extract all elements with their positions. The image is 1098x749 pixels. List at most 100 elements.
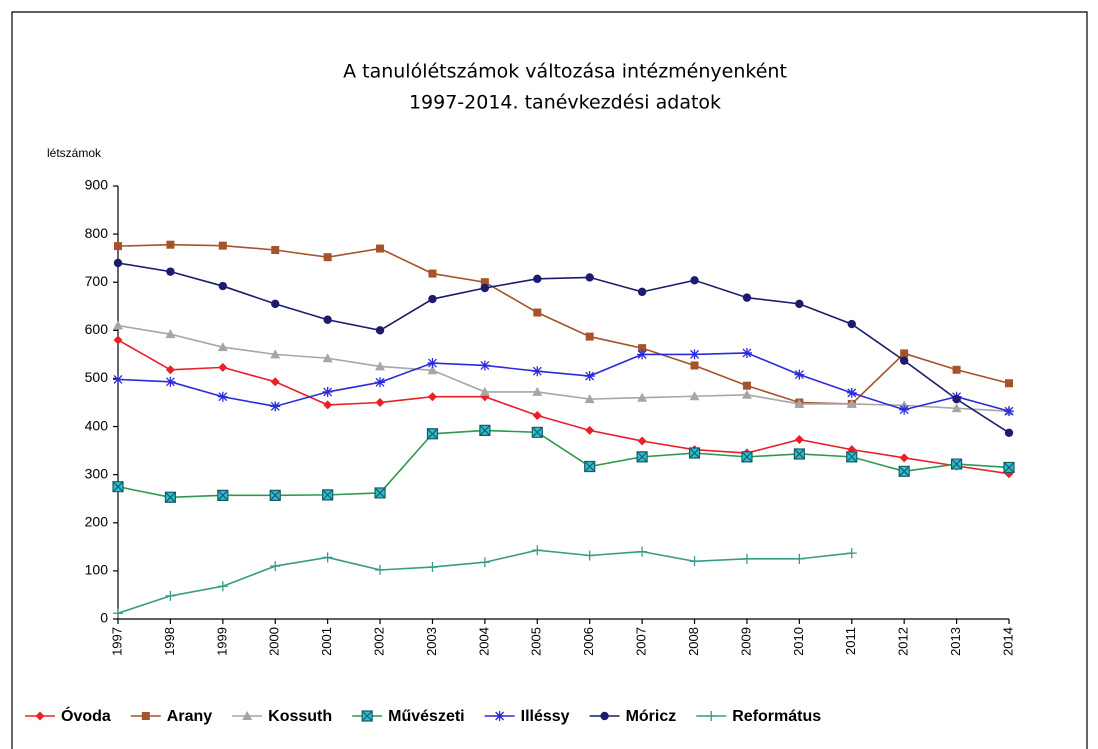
marker — [217, 391, 228, 402]
marker — [271, 299, 280, 309]
series — [113, 545, 857, 619]
y-tick-label: 500 — [85, 369, 109, 385]
x-tick-label: 2010 — [791, 627, 806, 656]
marker — [585, 332, 594, 341]
x-tick-label: 2009 — [738, 627, 753, 656]
marker — [428, 269, 437, 278]
y-tick-label: 100 — [85, 562, 109, 578]
marker — [795, 299, 804, 309]
marker — [322, 353, 333, 363]
marker — [323, 253, 332, 262]
marker — [532, 386, 543, 396]
chart-title: A tanulólétszámok változása intézményenk… — [343, 61, 787, 83]
marker — [479, 386, 490, 396]
marker — [950, 458, 963, 470]
marker — [218, 241, 227, 250]
marker — [794, 398, 805, 408]
marker — [269, 489, 281, 501]
marker — [690, 276, 699, 285]
legend-swatch — [361, 710, 373, 722]
x-tick-label: 2014 — [1000, 627, 1015, 656]
marker — [742, 293, 752, 302]
marker — [114, 242, 122, 251]
legend-label: Arany — [167, 708, 212, 725]
legend-label: Illéssy — [521, 708, 570, 725]
y-tick-label: 0 — [100, 610, 108, 626]
legend-label: Református — [732, 708, 821, 725]
marker — [113, 335, 123, 345]
marker — [426, 428, 439, 440]
x-tick-label: 2006 — [581, 627, 596, 656]
marker — [166, 240, 175, 249]
series — [112, 424, 1015, 503]
marker — [793, 448, 805, 460]
x-tick-label: 2008 — [686, 627, 701, 656]
marker — [532, 545, 543, 556]
y-tick-label: 200 — [85, 513, 109, 529]
legend-label: Móricz — [626, 708, 677, 725]
marker — [322, 386, 333, 397]
marker — [375, 564, 386, 575]
y-tick-label: 400 — [85, 417, 109, 433]
legend-swatch — [141, 712, 150, 720]
series-line — [117, 243, 1010, 405]
marker — [952, 365, 961, 374]
series-line — [117, 324, 1010, 412]
marker — [1004, 428, 1014, 438]
series — [113, 258, 1014, 438]
marker — [584, 394, 595, 404]
marker — [637, 287, 647, 297]
x-tick-label: 2005 — [529, 627, 544, 656]
chart-subtitle: 1997-2014. tanévkezdési adatok — [409, 92, 721, 114]
marker — [270, 377, 280, 387]
legend: Óvoda Arany Kossuth Művészeti Illéssy Móricz R… — [25, 706, 821, 725]
x-tick-label: 1998 — [162, 627, 177, 656]
marker — [638, 344, 647, 353]
marker — [113, 374, 123, 385]
marker — [533, 274, 542, 284]
marker — [846, 398, 857, 408]
marker — [794, 553, 805, 564]
marker — [637, 392, 648, 402]
marker — [376, 244, 385, 253]
x-tick-label: 2000 — [267, 627, 282, 656]
marker — [361, 710, 373, 722]
marker — [636, 451, 648, 463]
x-tick-label: 2013 — [948, 627, 963, 656]
marker — [217, 581, 228, 592]
marker — [270, 349, 281, 359]
marker — [1005, 379, 1013, 388]
series — [113, 347, 1014, 417]
marker — [217, 342, 228, 352]
series — [114, 240, 1013, 408]
legend-label: Kossuth — [268, 708, 332, 725]
marker — [689, 391, 700, 401]
marker — [323, 400, 333, 410]
marker — [846, 451, 858, 463]
series-line — [117, 262, 1010, 434]
marker — [270, 401, 281, 412]
y-tick-label: 300 — [85, 465, 109, 481]
marker — [374, 487, 386, 499]
legend-swatch — [242, 711, 253, 720]
marker — [242, 711, 253, 720]
marker — [585, 273, 594, 282]
marker — [427, 562, 438, 573]
x-tick-label: 2004 — [476, 627, 491, 656]
marker — [846, 387, 857, 398]
marker — [899, 453, 909, 463]
marker — [218, 362, 228, 372]
marker — [600, 711, 609, 721]
marker — [584, 550, 595, 561]
marker — [1004, 406, 1014, 417]
marker — [375, 361, 386, 371]
marker — [585, 425, 595, 435]
marker — [480, 283, 490, 293]
marker — [531, 426, 543, 438]
marker — [741, 451, 753, 463]
x-tick-label: 2012 — [896, 627, 911, 656]
marker — [637, 349, 648, 360]
x-tick-label: 2003 — [424, 627, 439, 656]
marker — [1003, 461, 1015, 474]
marker — [113, 258, 123, 268]
